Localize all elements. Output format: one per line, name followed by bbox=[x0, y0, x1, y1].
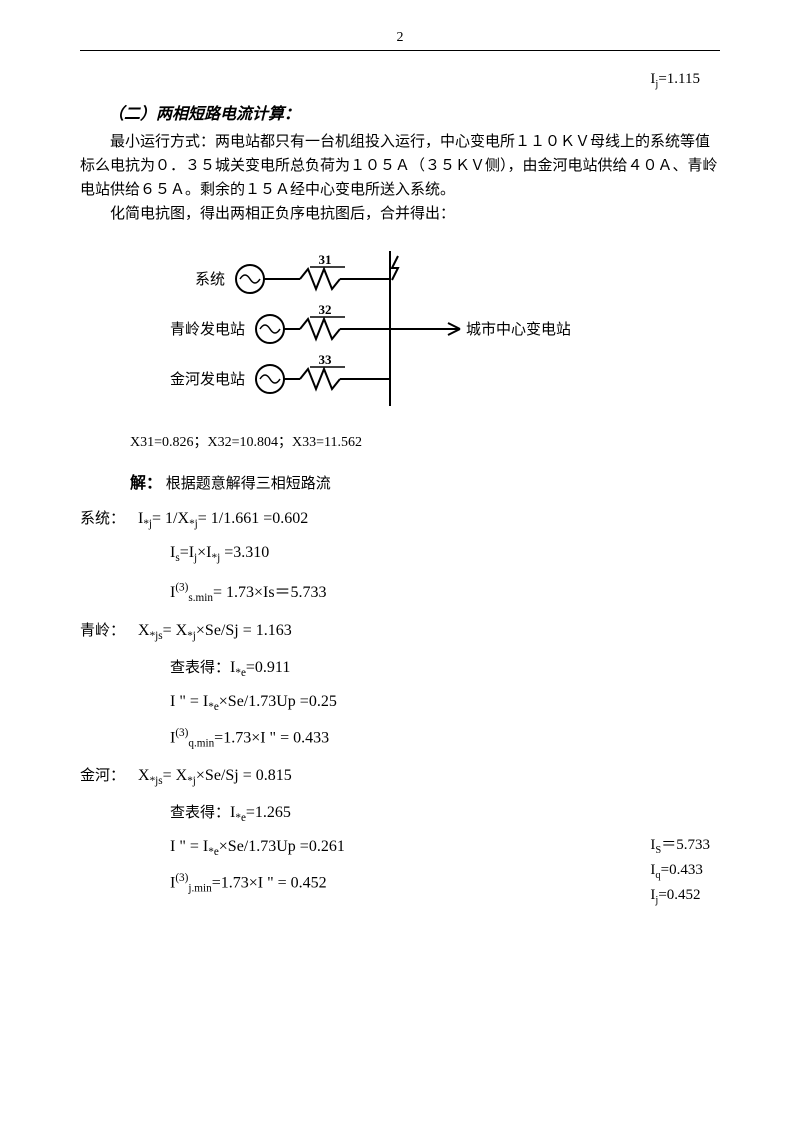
system-eq1: I*j= 1/X*j= 1/1.661 =0.602 bbox=[138, 510, 308, 527]
jinhe-line4: I(3)j.min=1.73×I " = 0.452 bbox=[170, 872, 720, 895]
qingling-line4: I(3)q.min=1.73×I " = 0.433 bbox=[170, 727, 720, 750]
jinhe-line3: I " = I*e×Se/1.73Up =0.261 bbox=[170, 838, 720, 858]
svg-text:31: 31 bbox=[319, 252, 332, 267]
header-rule bbox=[80, 50, 720, 51]
system-line3: I(3)s.min= 1.73×Is＝5.733 bbox=[170, 578, 720, 604]
qingling-line3: I " = I*e×Se/1.73Up =0.25 bbox=[170, 693, 720, 713]
svg-text:33: 33 bbox=[319, 352, 333, 367]
result-is: IS＝5.733 bbox=[650, 834, 710, 859]
svg-text:系统: 系统 bbox=[195, 271, 225, 288]
top-right-value: Ij=1.115 bbox=[80, 71, 720, 90]
system-label: 系统： bbox=[80, 507, 134, 528]
page-number: 2 bbox=[80, 30, 720, 46]
document-page: 2 Ij=1.115 （二）两相短路电流计算： 最小运行方式：两电站都只有一台机… bbox=[0, 0, 800, 949]
right-results: IS＝5.733 Iq=0.433 Ij=0.452 bbox=[650, 834, 710, 908]
svg-text:城市中心变电站: 城市中心变电站 bbox=[466, 321, 570, 338]
jinhe-lookup: 查表得：I*e=1.265 bbox=[170, 801, 720, 824]
result-ij: Ij=0.452 bbox=[650, 884, 710, 909]
qingling-lookup: 查表得：I*e=0.911 bbox=[170, 656, 720, 679]
qingling-line1: 青岭： X*js= X*j×Se/Sj = 1.163 bbox=[80, 619, 720, 642]
paragraph-1: 最小运行方式：两电站都只有一台机组投入运行，中心变电所１１０ＫＶ母线上的系统等值… bbox=[80, 130, 720, 202]
solve-label: 解： bbox=[130, 475, 162, 492]
svg-text:青岭发电站: 青岭发电站 bbox=[170, 321, 245, 338]
system-line1: 系统： I*j= 1/X*j= 1/1.661 =0.602 bbox=[80, 507, 720, 530]
circuit-diagram: 系统 31 青岭发电站 32 城市中心变电站 金河发电站 bbox=[140, 236, 720, 421]
svg-text:32: 32 bbox=[319, 302, 332, 317]
jinhe-label: 金河： bbox=[80, 764, 134, 785]
svg-text:金河发电站: 金河发电站 bbox=[170, 371, 245, 388]
qingling-eq1: X*js= X*j×Se/Sj = 1.163 bbox=[138, 622, 292, 639]
jinhe-eq1: X*js= X*j×Se/Sj = 0.815 bbox=[138, 767, 292, 784]
result-iq: Iq=0.433 bbox=[650, 859, 710, 884]
x-values: X31=0.826；X32=10.804；X33=11.562 bbox=[130, 431, 720, 451]
solve-header: 解： 根据题意解得三相短路流 bbox=[130, 469, 720, 493]
qingling-label: 青岭： bbox=[80, 619, 134, 640]
section-title: （二）两相短路电流计算： bbox=[108, 100, 720, 124]
solve-text: 根据题意解得三相短路流 bbox=[166, 476, 331, 492]
jinhe-line1: 金河： X*js= X*j×Se/Sj = 0.815 bbox=[80, 764, 720, 787]
system-line2: Is=Ij×I*j =3.310 bbox=[170, 544, 720, 564]
paragraph-2: 化简电抗图，得出两相正负序电抗图后，合并得出： bbox=[80, 202, 720, 226]
